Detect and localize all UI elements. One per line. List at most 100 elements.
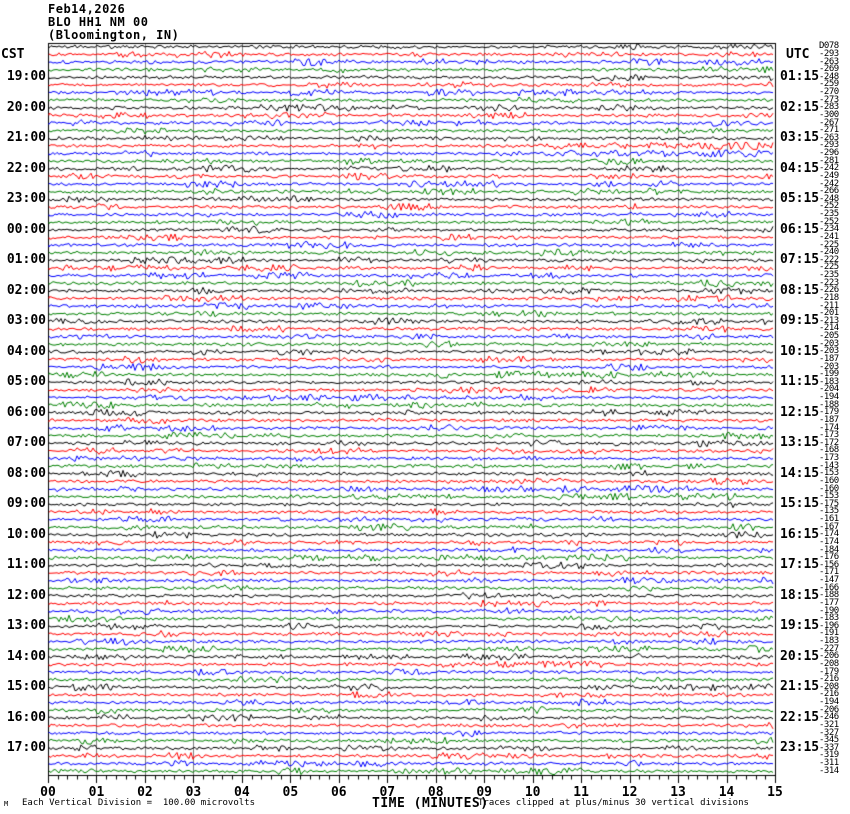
row-offset-value: -187	[819, 414, 839, 425]
left-time-label: 16:00	[6, 709, 46, 725]
title-date: Feb14,2026	[48, 2, 126, 16]
left-time-label: 00:00	[6, 221, 46, 237]
row-offset-value: -206	[819, 651, 839, 662]
row-offset-value: -201	[819, 308, 839, 319]
row-offset-value: -171	[819, 567, 839, 578]
row-offset-value: -227	[819, 643, 839, 654]
row-offset-value: -184	[819, 544, 839, 555]
row-offset-value: -252	[819, 201, 839, 212]
left-time-label: 09:00	[6, 496, 46, 512]
x-tick-label: 13	[670, 785, 686, 800]
right-time-label: 05:15	[780, 191, 820, 207]
left-time-label: 21:00	[6, 130, 46, 146]
row-offset-value: -216	[819, 674, 839, 685]
row-offset-value: -194	[819, 392, 839, 403]
row-offset-value: -183	[819, 376, 839, 387]
title-station: BLO HH1 NM 00	[48, 15, 149, 29]
row-offset-value: -240	[819, 247, 839, 258]
row-offset-value: -270	[819, 87, 839, 98]
right-time-label: 08:15	[780, 282, 820, 298]
right-time-label: 22:15	[780, 709, 820, 725]
row-offset-value: -223	[819, 277, 839, 288]
row-offset-value: -153	[819, 491, 839, 502]
x-tick-label: 01	[88, 785, 105, 800]
row-offset-value: -226	[819, 285, 839, 296]
right-time-label: 01:15	[780, 69, 820, 85]
row-offset-value: -143	[819, 460, 839, 471]
left-time-label: 13:00	[6, 618, 46, 634]
row-offset-value: -321	[819, 719, 839, 730]
row-offset-value: -177	[819, 597, 839, 608]
left-time-label: 19:00	[6, 69, 46, 85]
right-time-label: 15:15	[780, 496, 820, 512]
x-tick-label: 09	[476, 785, 493, 800]
row-offset-value: -166	[819, 582, 839, 593]
row-offset-value: -203	[819, 361, 839, 372]
row-offset-value: -314	[819, 765, 839, 776]
row-offset-value: -234	[819, 224, 839, 235]
row-offset-value: -173	[819, 453, 839, 464]
right-time-label: 14:15	[780, 465, 820, 481]
row-offset-value: -175	[819, 498, 839, 509]
left-time-label: 10:00	[6, 526, 46, 542]
row-offset-value: -214	[819, 323, 839, 334]
right-time-label: 21:15	[780, 679, 820, 695]
row-offset-value: -337	[819, 742, 839, 753]
row-offset-value: -218	[819, 292, 839, 303]
x-tick-label: 08	[427, 785, 444, 800]
row-offset-value: -183	[819, 613, 839, 624]
footer-clip-note: Traces clipped at plus/minus 30 vertical…	[478, 798, 749, 808]
x-tick-label: 15	[767, 785, 783, 800]
row-offset-value: -263	[819, 132, 839, 143]
row-offset-value: -191	[819, 628, 839, 639]
right-time-label: 03:15	[780, 130, 820, 146]
x-tick-label: 00	[40, 785, 56, 800]
left-time-label: 06:00	[6, 404, 46, 420]
row-offset-value: -187	[819, 353, 839, 364]
title-block: Feb14,2026 BLO HH1 NM 00 (Bloomington, I…	[48, 3, 179, 42]
row-offset-value: -225	[819, 262, 839, 273]
row-offset-value: -283	[819, 102, 839, 113]
row-offset-value: -269	[819, 64, 839, 75]
row-offset-value: -248	[819, 193, 839, 204]
right-axis-header: UTC	[786, 47, 810, 62]
row-offset-value: -208	[819, 681, 839, 692]
x-tick-label: 07	[379, 785, 396, 800]
row-offset-value: -153	[819, 468, 839, 479]
x-axis-title: TIME (MINUTES)	[372, 796, 489, 811]
row-offset-value: -174	[819, 536, 839, 547]
row-offset-value: -267	[819, 117, 839, 128]
row-offset-value: -179	[819, 666, 839, 677]
row-offset-value: -246	[819, 712, 839, 723]
left-time-label: 02:00	[6, 282, 46, 298]
left-time-label: 12:00	[6, 587, 46, 603]
right-time-label: 23:15	[780, 740, 820, 756]
row-offset-value: -196	[819, 620, 839, 631]
row-offset-value: -252	[819, 216, 839, 227]
x-tick-label: 10	[524, 785, 541, 800]
row-offset-value: -242	[819, 178, 839, 189]
row-offset-value: -345	[819, 735, 839, 746]
x-tick-label: 03	[185, 785, 202, 800]
left-axis-header: CST	[1, 47, 25, 62]
row-offset-value: -281	[819, 155, 839, 166]
row-offset-value: -188	[819, 399, 839, 410]
row-offset-value: -300	[819, 109, 839, 120]
row-offset-value: -235	[819, 270, 839, 281]
row-offset-value: -203	[819, 338, 839, 349]
right-time-label: 16:15	[780, 526, 820, 542]
x-tick-label: 02	[137, 785, 153, 800]
row-offset-value: -293	[819, 48, 839, 59]
right-time-label: 11:15	[780, 374, 820, 390]
right-time-label: 13:15	[780, 435, 820, 451]
row-offset-value: -225	[819, 239, 839, 250]
row-offset-value: -263	[819, 56, 839, 67]
footer-scale-note: Each Vertical Division = 100.00 microvol…	[22, 798, 255, 808]
right-time-label: 10:15	[780, 343, 820, 359]
left-time-label: 11:00	[6, 557, 46, 573]
row-offset-value: -176	[819, 552, 839, 563]
x-tick-label: 11	[573, 785, 589, 800]
x-tick-label: 06	[330, 785, 347, 800]
row-offset-value: -135	[819, 506, 839, 517]
